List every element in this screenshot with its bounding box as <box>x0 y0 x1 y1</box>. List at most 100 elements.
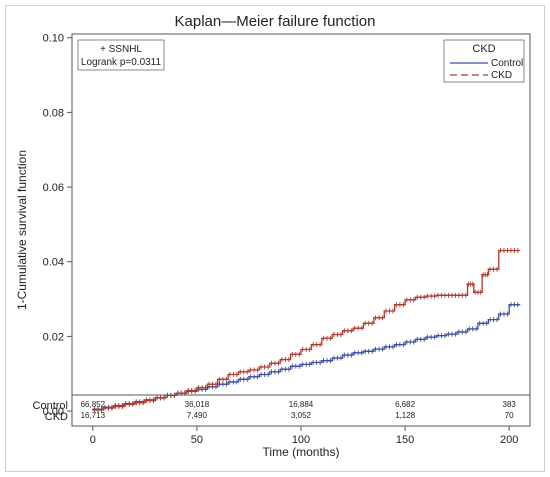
censor-mark <box>380 315 386 321</box>
plot-border <box>71 33 531 427</box>
censor-mark <box>119 404 125 410</box>
censor-mark <box>504 311 510 317</box>
chart-title: Kaplan—Meier failure function <box>175 13 376 30</box>
censor-mark <box>380 346 386 352</box>
censor-mark <box>359 325 365 331</box>
censor-mark <box>478 289 484 295</box>
censor-mark <box>161 395 167 401</box>
censor-mark <box>98 407 104 413</box>
censor-mark <box>442 333 448 339</box>
censor-mark <box>369 348 375 354</box>
censor-mark <box>452 331 458 337</box>
censor-mark <box>296 351 302 357</box>
censor-mark <box>484 320 490 326</box>
censor-mark <box>432 334 438 340</box>
censor-mark <box>265 364 271 370</box>
censor-mark <box>213 381 219 387</box>
censor-mark <box>317 342 323 348</box>
at-risk-value: 16,884 <box>289 400 314 409</box>
censor-mark <box>151 398 157 404</box>
y-tick-label: 0.06 <box>43 182 64 194</box>
censor-mark <box>473 326 479 332</box>
x-tick-label: 50 <box>191 434 203 446</box>
x-tick-label: 150 <box>396 434 414 446</box>
censor-mark <box>223 376 229 382</box>
legend-label-ckd: CKD <box>491 70 512 81</box>
censor-mark <box>109 405 115 411</box>
censor-mark <box>234 371 240 377</box>
censor-mark <box>421 294 427 300</box>
censor-mark <box>255 367 261 373</box>
censor-mark <box>338 355 344 361</box>
x-tick-label: 100 <box>292 434 310 446</box>
at-risk-value: 6,682 <box>395 400 416 409</box>
censor-mark <box>307 346 313 352</box>
censor-mark <box>203 385 209 391</box>
censor-mark <box>494 317 500 323</box>
censor-mark <box>317 360 323 366</box>
censor-mark <box>348 352 354 358</box>
x-axis: 0 50 100 150 200 <box>90 426 518 446</box>
censor-mark <box>411 297 417 303</box>
censor-marks-control <box>92 302 521 412</box>
censor-mark <box>275 360 281 366</box>
censor-mark <box>130 401 136 407</box>
y-tick-label: 0.08 <box>43 107 64 119</box>
y-tick-label: 0.00 <box>43 406 64 418</box>
at-risk-value: 70 <box>505 411 514 420</box>
censor-mark <box>348 328 354 334</box>
censor-mark <box>494 266 500 272</box>
censor-mark <box>265 371 271 377</box>
y-tick-label: 0.04 <box>43 257 64 269</box>
at-risk-table: Control 66,852 36,018 16,884 6,682 383 CKD 16,7… <box>33 400 517 423</box>
at-risk-value: 36,018 <box>185 400 210 409</box>
chart-frame <box>5 5 545 472</box>
censor-mark <box>140 400 146 406</box>
censor-mark <box>286 357 292 363</box>
at-risk-value: 66,852 <box>81 400 106 409</box>
annotation-box: + SSNHL Logrank p=0.0311 <box>77 39 165 71</box>
censor-mark <box>338 332 344 338</box>
legend-label-control: Control <box>491 58 523 69</box>
censor-mark <box>359 350 365 356</box>
censor-mark <box>255 374 261 380</box>
censor-mark <box>296 363 302 369</box>
annotation-frame <box>77 39 165 71</box>
annotation-line-2: Logrank p=0.0311 <box>81 57 162 68</box>
censor-mark <box>307 361 313 367</box>
legend-title: CKD <box>472 43 495 55</box>
at-risk-value: 3,052 <box>291 411 312 420</box>
series-layer <box>92 248 521 413</box>
censor-mark <box>275 369 281 375</box>
censor-mark <box>432 293 438 299</box>
censor-mark <box>369 320 375 326</box>
x-tick-label: 200 <box>500 434 518 446</box>
censor-mark <box>463 292 469 298</box>
censor-marks-ckd <box>92 248 521 413</box>
censor-mark <box>234 379 240 385</box>
censor-mark <box>244 376 250 382</box>
y-axis-label: 1-Cumulative survival function <box>15 150 29 310</box>
series-line-ckd <box>92 249 520 411</box>
at-risk-value: 16,713 <box>81 411 106 420</box>
censor-mark <box>470 281 476 287</box>
censor-mark <box>484 272 490 278</box>
series-line-control <box>92 304 520 410</box>
censor-mark <box>463 329 469 335</box>
censor-mark <box>421 336 427 342</box>
censor-mark <box>223 381 229 387</box>
censor-mark <box>390 344 396 350</box>
y-tick-label: 0.10 <box>43 33 64 45</box>
at-risk-row-label: Control <box>33 400 68 412</box>
censor-mark <box>400 302 406 308</box>
y-axis: 0.00 0.02 0.04 0.06 0.08 0.10 <box>43 33 72 418</box>
at-risk-value: 7,490 <box>187 411 208 420</box>
y-tick-label: 0.02 <box>43 331 64 343</box>
at-risk-row-label: CKD <box>45 411 68 423</box>
x-tick-label: 0 <box>90 434 96 446</box>
censor-mark <box>286 366 292 372</box>
censor-mark <box>327 335 333 341</box>
censor-mark <box>411 339 417 345</box>
legend: CKD Control CKD <box>443 39 525 83</box>
